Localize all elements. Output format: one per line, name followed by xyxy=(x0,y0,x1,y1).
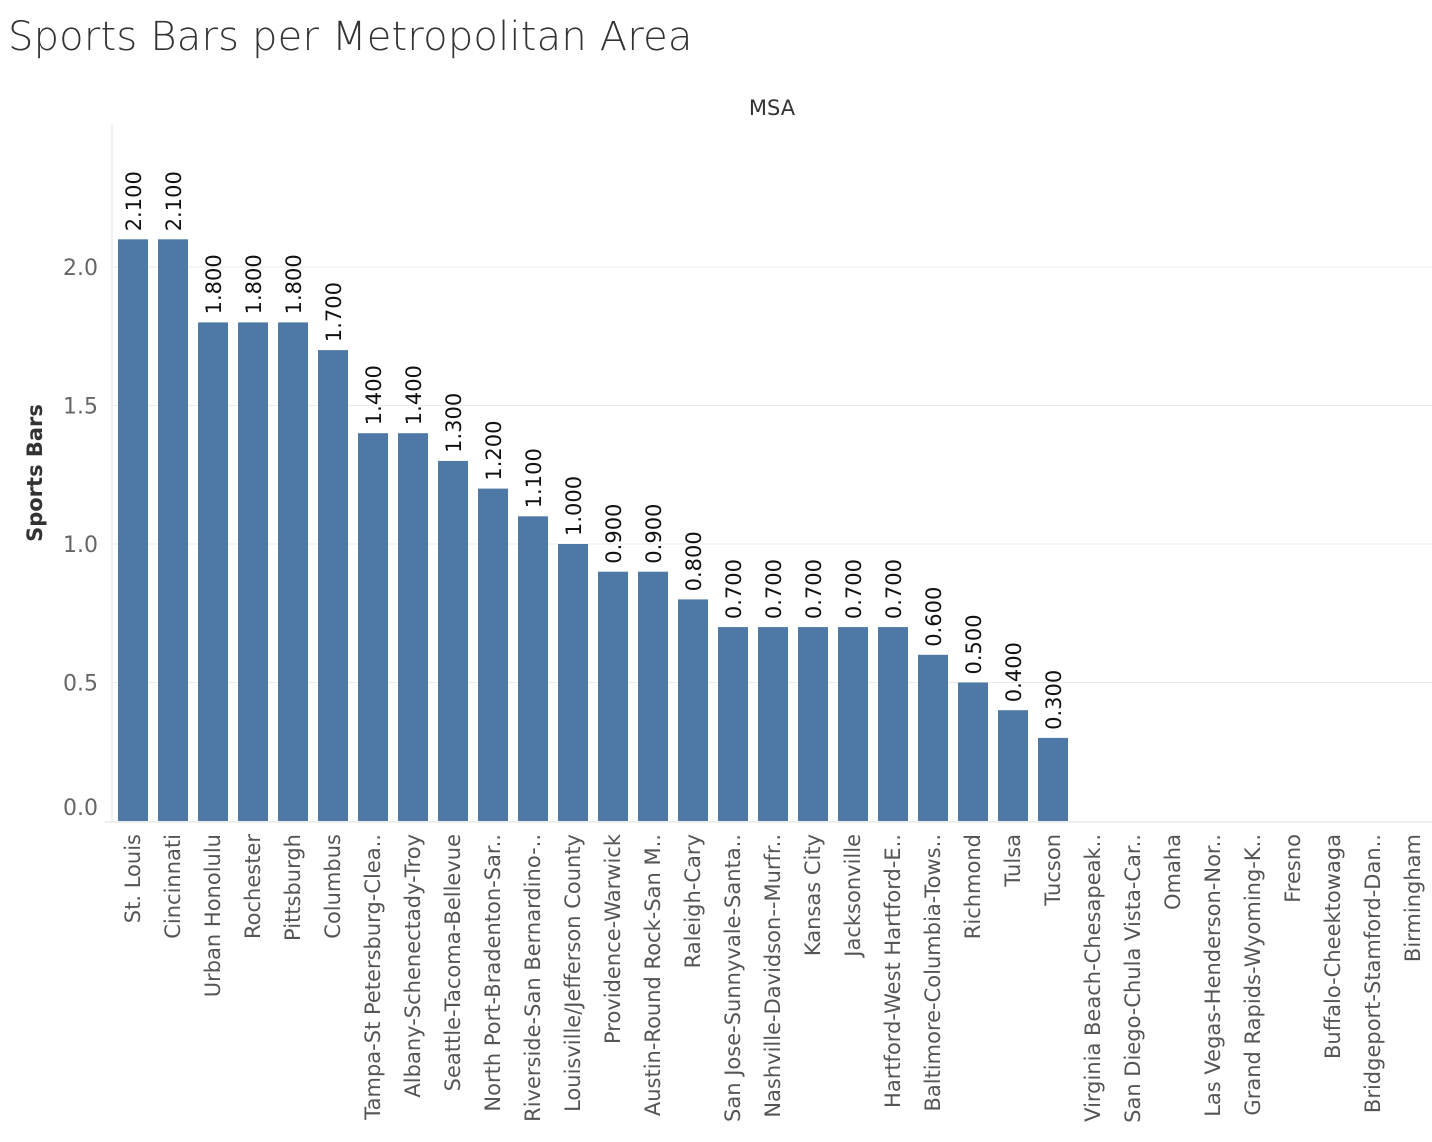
y-axis-label: Sports Bars xyxy=(23,404,47,542)
x-tick-label: Baltimore-Columbia-Tows.. xyxy=(921,834,945,1112)
x-tick-label: Grand Rapids-Wyoming-K.. xyxy=(1241,834,1265,1116)
data-label: 0.700 xyxy=(722,559,746,619)
x-tick-label: Louisville/Jefferson County xyxy=(561,834,585,1112)
x-tick-label: Richmond xyxy=(961,834,985,939)
bar xyxy=(438,460,468,821)
bar xyxy=(158,239,188,822)
chart-title: Sports Bars per Metropolitan Area xyxy=(8,14,693,60)
x-tick-label: Seattle-Tacoma-Bellevue xyxy=(441,834,465,1091)
x-tick-label: Urban Honolulu xyxy=(201,834,225,997)
data-label: 1.800 xyxy=(282,254,306,314)
bar xyxy=(838,627,868,821)
bars xyxy=(118,239,1068,822)
x-tick-label: North Port-Bradenton-Sar.. xyxy=(481,834,505,1112)
bar xyxy=(758,627,788,821)
bar xyxy=(958,682,988,821)
data-label: 0.800 xyxy=(682,531,706,591)
data-label: 0.600 xyxy=(922,587,946,647)
x-tick-label: Las Vegas-Henderson-Nor.. xyxy=(1201,834,1225,1117)
bar xyxy=(358,433,388,821)
y-tick-label: 0.0 xyxy=(63,796,98,821)
data-label: 0.700 xyxy=(802,559,826,619)
data-label: 1.400 xyxy=(362,365,386,425)
x-tick-label: Albany-Schenectady-Troy xyxy=(401,834,425,1098)
x-tick-label: Rochester xyxy=(241,834,265,939)
x-tick-label: St. Louis xyxy=(121,834,145,923)
x-tick-label: Columbus xyxy=(321,834,345,939)
data-label: 0.700 xyxy=(882,559,906,619)
data-labels: 2.100 2.100 1.800 1.800 1.800 1.700 1.400 1.400… xyxy=(122,171,1066,730)
data-label: 0.900 xyxy=(602,504,626,564)
x-tick-label: Nashville-Davidson--Murfr.. xyxy=(761,834,785,1118)
data-label: 1.000 xyxy=(562,476,586,536)
bar xyxy=(278,322,308,821)
x-tick-label: Raleigh-Cary xyxy=(681,834,705,968)
bar xyxy=(918,654,948,821)
data-label: 0.500 xyxy=(962,614,986,674)
data-label: 0.700 xyxy=(842,559,866,619)
column-header: MSA xyxy=(749,96,796,120)
data-label: 0.300 xyxy=(1042,670,1066,730)
data-label: 1.800 xyxy=(202,254,226,314)
data-label: 2.100 xyxy=(122,171,146,231)
bar xyxy=(318,350,348,821)
x-axis-ticks: St. Louis Cincinnati Urban Honolulu Rochest… xyxy=(121,833,1425,1123)
x-tick-label: Birmingham xyxy=(1401,834,1425,962)
x-tick-label: San Diego-Chula Vista-Car.. xyxy=(1121,834,1145,1123)
bar xyxy=(878,627,908,821)
bar xyxy=(998,710,1028,821)
data-label: 0.400 xyxy=(1002,642,1026,702)
data-label: 0.900 xyxy=(642,504,666,564)
x-tick-label: Bridgeport-Stamford-Dan.. xyxy=(1361,834,1385,1113)
data-label: 1.800 xyxy=(242,254,266,314)
x-tick-label: Tampa-St Petersburg-Clea.. xyxy=(361,834,385,1121)
x-tick-label: Buffalo-Cheektowaga xyxy=(1321,834,1345,1059)
x-tick-label: Pittsburgh xyxy=(281,834,305,941)
data-label: 1.300 xyxy=(442,393,466,453)
bar xyxy=(398,433,428,821)
x-tick-label: Cincinnati xyxy=(161,834,185,939)
gridlines xyxy=(112,266,1432,683)
data-label: 1.700 xyxy=(322,282,346,342)
bar xyxy=(238,322,268,821)
bar xyxy=(638,571,668,821)
bar xyxy=(598,571,628,821)
data-label: 2.100 xyxy=(162,171,186,231)
bar xyxy=(1038,737,1068,821)
bar xyxy=(558,544,588,821)
x-tick-label: Omaha xyxy=(1161,834,1185,910)
data-label: 1.100 xyxy=(522,448,546,508)
x-tick-label: Tucson xyxy=(1041,834,1065,907)
x-tick-label: Kansas City xyxy=(801,834,825,956)
data-label: 1.200 xyxy=(482,420,506,480)
x-tick-label: Riverside-San Bernardino-.. xyxy=(521,834,545,1122)
bar xyxy=(198,322,228,821)
bar xyxy=(798,627,828,821)
bar xyxy=(118,239,148,822)
x-tick-label: Providence-Warwick xyxy=(601,833,625,1044)
bar xyxy=(678,599,708,821)
y-tick-label: 1.5 xyxy=(63,395,98,420)
x-tick-label: Austin-Round Rock-San M.. xyxy=(641,834,665,1116)
bar xyxy=(478,488,508,821)
x-tick-label: San Jose-Sunnyvale-Santa.. xyxy=(721,834,745,1122)
y-tick-label: 1.0 xyxy=(63,533,98,558)
y-axis-ticks: 0.0 0.5 1.0 1.5 2.0 xyxy=(63,256,98,821)
bar xyxy=(718,627,748,821)
x-tick-label: Fresno xyxy=(1281,834,1305,903)
bar xyxy=(518,516,548,821)
x-tick-label: Jacksonville xyxy=(841,834,865,959)
x-tick-label: Hartford-West Hartford-E.. xyxy=(881,834,905,1108)
data-label: 1.400 xyxy=(402,365,426,425)
data-label: 0.700 xyxy=(762,559,786,619)
y-tick-label: 2.0 xyxy=(63,256,98,281)
y-tick-label: 0.5 xyxy=(63,672,98,697)
x-tick-label: Virginia Beach-Chesapeak.. xyxy=(1081,834,1105,1122)
x-tick-label: Tulsa xyxy=(1001,834,1025,888)
